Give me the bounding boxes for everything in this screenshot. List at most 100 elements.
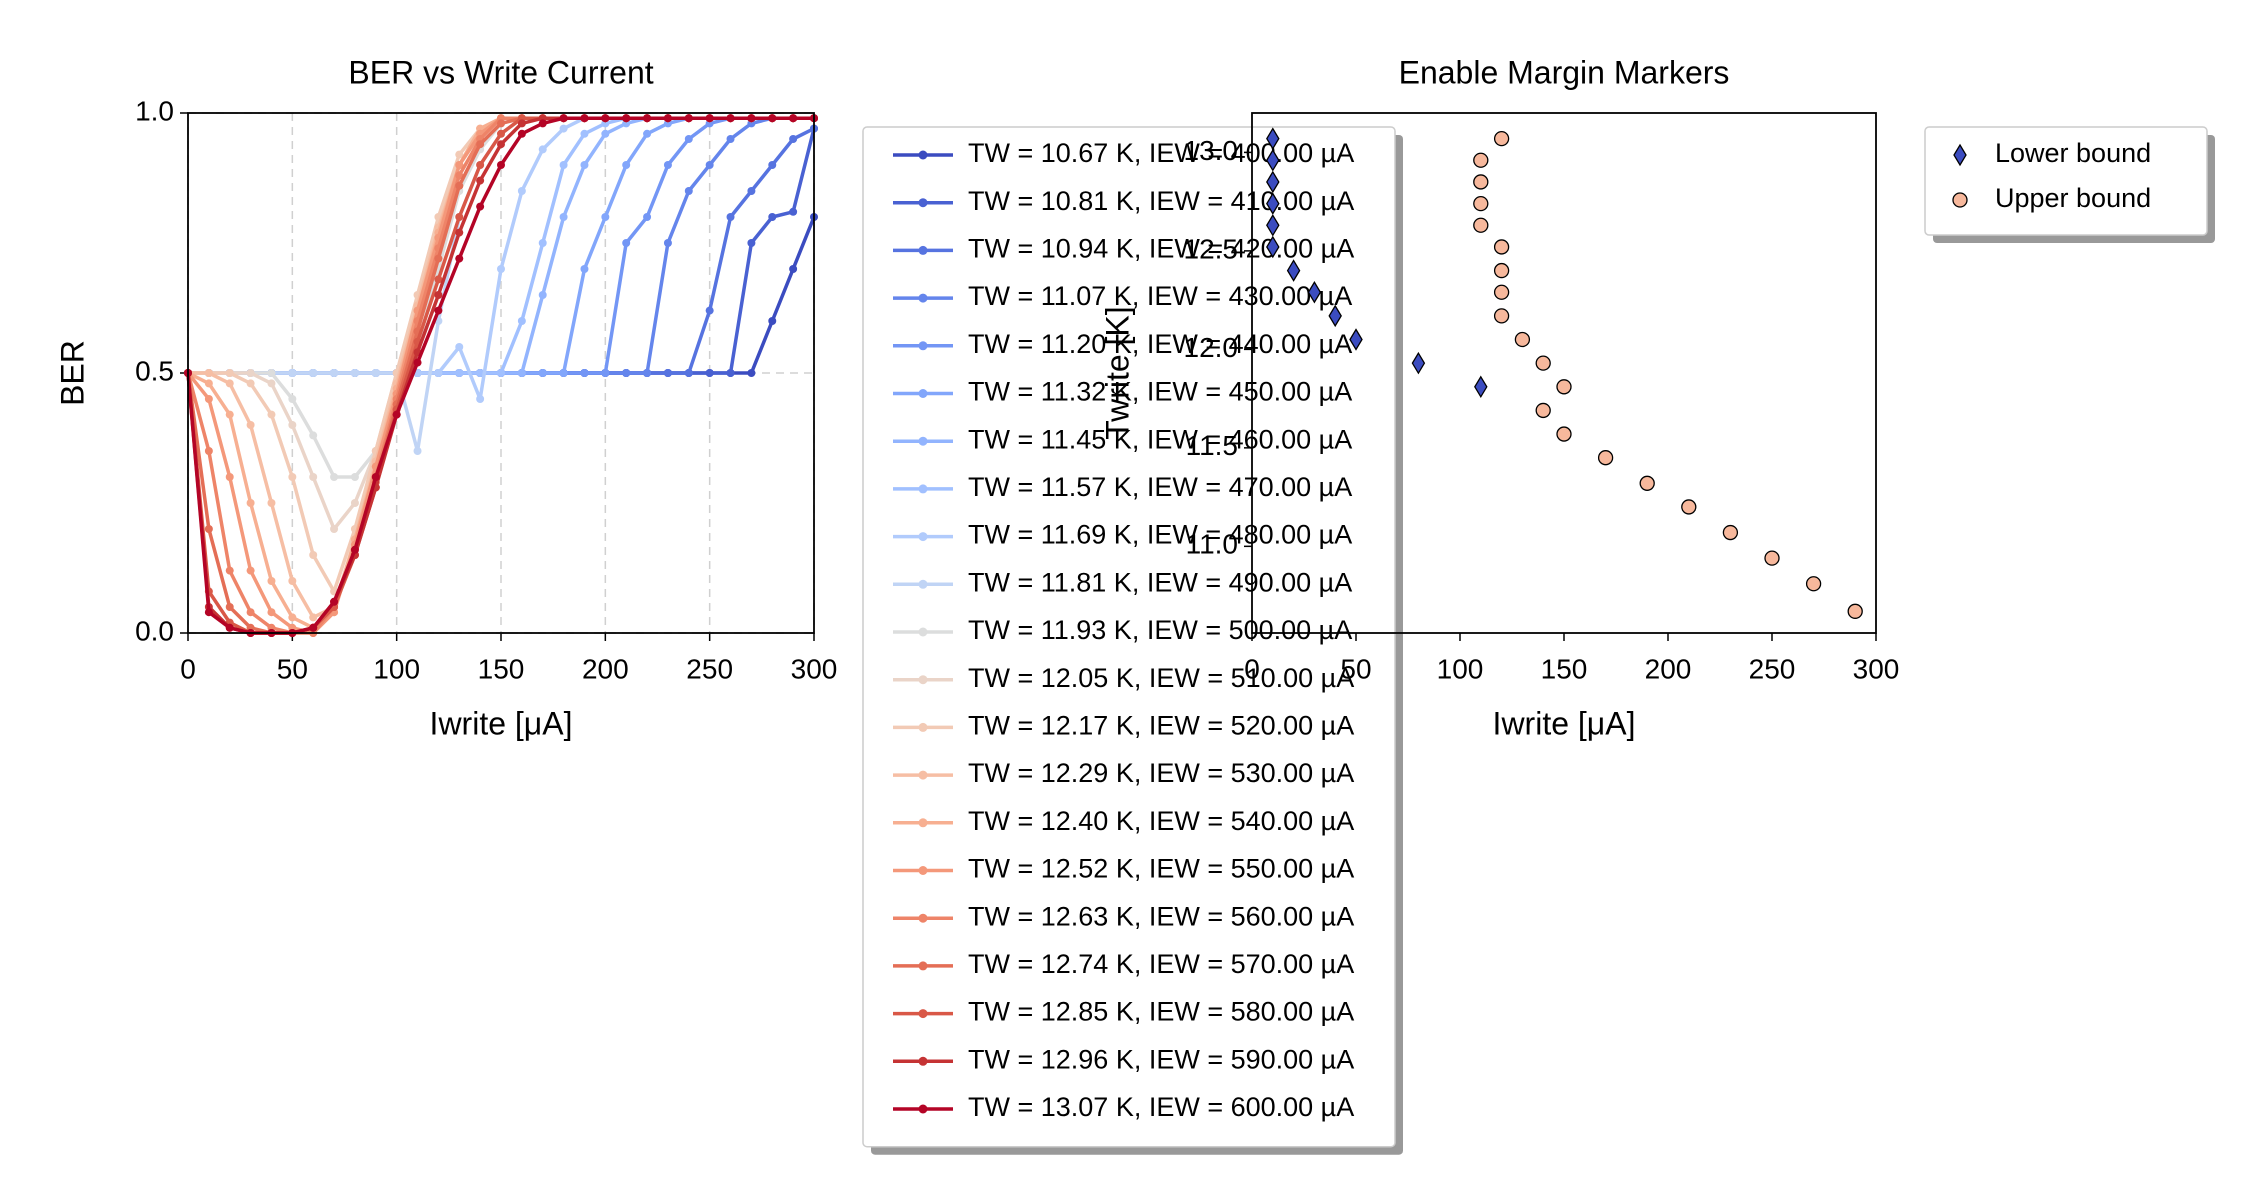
series-point (350, 369, 359, 377)
legend-label: TW = 10.81 K, IEW = 410.00 µA (968, 186, 1354, 216)
x-tick-label: 150 (1541, 653, 1588, 684)
series-point (747, 239, 756, 247)
series-point (768, 317, 777, 325)
legend-label: TW = 12.17 K, IEW = 520.00 µA (968, 711, 1354, 741)
legend-label: TW = 12.05 K, IEW = 510.00 µA (968, 663, 1354, 693)
scatter-point (1556, 426, 1572, 442)
x-tick-label: 300 (1853, 653, 1900, 684)
legend-point (918, 913, 928, 923)
series-point (225, 623, 234, 632)
scatter-point (1266, 192, 1280, 215)
series-point (204, 395, 213, 403)
series-point (747, 369, 756, 377)
series-point (622, 161, 631, 169)
series-point (517, 129, 526, 138)
series-point (267, 577, 276, 585)
legend-point (918, 675, 928, 685)
legend-point (918, 436, 928, 446)
series-point (392, 410, 401, 419)
scatter-point (1286, 259, 1301, 282)
series-point (497, 119, 505, 128)
series-point (789, 114, 798, 123)
series-point (768, 161, 777, 169)
series-point (204, 608, 213, 617)
y-tick-label: 1.0 (135, 95, 174, 126)
series-point (288, 473, 297, 481)
chart-title: Enable Margin Markers (1399, 54, 1730, 90)
series-point (330, 473, 339, 481)
x-tick-label: 50 (1340, 653, 1371, 684)
series-point (684, 369, 693, 377)
series-point (455, 228, 464, 237)
y-tick-label: 11.5 (1186, 430, 1238, 461)
legend-point (918, 484, 928, 494)
legend-label: TW = 12.40 K, IEW = 540.00 µA (968, 806, 1354, 836)
series-point (497, 265, 505, 273)
scatter-point (1514, 331, 1531, 348)
series-point (580, 129, 589, 138)
y-axis-label: BER (54, 340, 90, 406)
series-point (538, 119, 547, 128)
series-point (204, 525, 213, 533)
series-point (622, 369, 631, 377)
legend-label: TW = 12.96 K, IEW = 590.00 µA (968, 1044, 1354, 1074)
series-point (601, 213, 610, 221)
legend-label: TW = 12.63 K, IEW = 560.00 µA (968, 901, 1354, 931)
series-point (350, 545, 359, 554)
x-tick-label: 50 (277, 653, 308, 684)
legend-point (918, 198, 928, 208)
series-point (267, 369, 276, 377)
series-point (601, 114, 610, 123)
series-point (204, 447, 213, 455)
legend-point (918, 1009, 928, 1019)
legend-label: TW = 12.29 K, IEW = 530.00 µA (968, 758, 1354, 788)
series-point (288, 421, 297, 429)
series-point (455, 213, 464, 221)
scatter-point (1722, 524, 1739, 541)
scatter-point (1266, 170, 1280, 194)
y-tick-label: 0.5 (135, 355, 174, 386)
chart-title: BER vs Write Current (348, 54, 653, 90)
y-tick-label: 12.5 (1184, 233, 1239, 264)
series-point (705, 114, 714, 123)
series-point (601, 129, 610, 138)
series-point (330, 597, 339, 606)
series-point (476, 369, 485, 377)
legend-box (1924, 126, 2208, 236)
x-tick-label: 100 (373, 653, 420, 684)
legend-label: TW = 12.74 K, IEW = 570.00 µA (968, 949, 1354, 979)
series-point (267, 410, 276, 419)
y-tick-label: 12.0 (1184, 332, 1239, 363)
scatter-point (1493, 239, 1510, 255)
series-point (643, 213, 652, 221)
scatter-point (1349, 328, 1363, 351)
series-point (497, 140, 505, 149)
series-point (309, 551, 318, 559)
scatter-point (1847, 603, 1863, 619)
scatter-point (1411, 351, 1426, 375)
series-point (330, 525, 339, 533)
series-point (288, 613, 297, 622)
legend-label: TW = 11.32 K, IEW = 450.00 µA (968, 377, 1352, 407)
x-tick-label: 100 (1437, 653, 1484, 684)
series-point (309, 431, 318, 440)
legend-point (918, 293, 928, 303)
x-tick-label: 0 (1244, 653, 1260, 684)
series-point (497, 369, 505, 377)
series-point (225, 566, 234, 575)
series-point (601, 369, 610, 377)
series-point (726, 114, 735, 123)
series-point (267, 499, 276, 507)
scatter-point (1307, 280, 1322, 304)
series-point (559, 213, 568, 221)
series-point (288, 369, 297, 377)
series-point (225, 410, 234, 419)
legend-point (918, 627, 928, 637)
series-point (225, 473, 234, 481)
series-point (434, 306, 443, 315)
series-point (225, 369, 234, 377)
legend-point (918, 579, 928, 589)
series-point (330, 369, 339, 377)
x-tick-label: 250 (1749, 653, 1796, 684)
